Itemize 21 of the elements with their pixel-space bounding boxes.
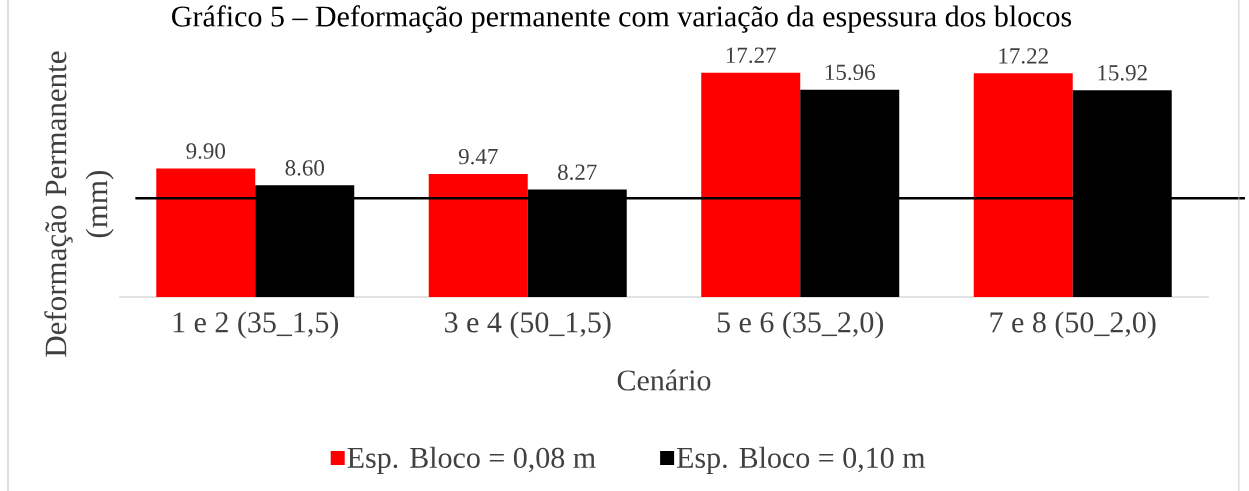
data-label: 8.60 [285, 160, 325, 176]
bar [973, 73, 1073, 297]
bar [428, 173, 528, 297]
data-label: 9.90 [186, 143, 226, 159]
data-label: 15.92 [1098, 65, 1147, 81]
legend-label: Esp. Bloco = 0,08 m [347, 446, 596, 475]
bar [156, 168, 256, 297]
bar [701, 72, 801, 297]
data-label: 17.22 [999, 48, 1048, 64]
x-axis-title: Cenário [617, 369, 711, 391]
x-tick-label: 1 e 2 (35_1,5) [173, 311, 339, 339]
x-tick-label: 5 e 6 (35_2,0) [717, 311, 884, 339]
y-axis-title: Deformação Permanente (mm) [44, 51, 114, 357]
data-label: 15.96 [825, 64, 875, 81]
x-tick-label: 3 e 4 (50_1,5) [445, 311, 611, 339]
data-label: 8.27 [558, 164, 597, 181]
chart-title: Gráfico 5 – Deformação permanente com variação da espessura dos blocos [172, 5, 1072, 33]
data-label: 9.47 [458, 148, 498, 165]
x-tick-label: 7 e 8 (50_2,0) [990, 311, 1156, 339]
legend-label: Esp. Bloco = 0,10 m [676, 446, 926, 475]
data-label: 17.27 [726, 47, 776, 64]
